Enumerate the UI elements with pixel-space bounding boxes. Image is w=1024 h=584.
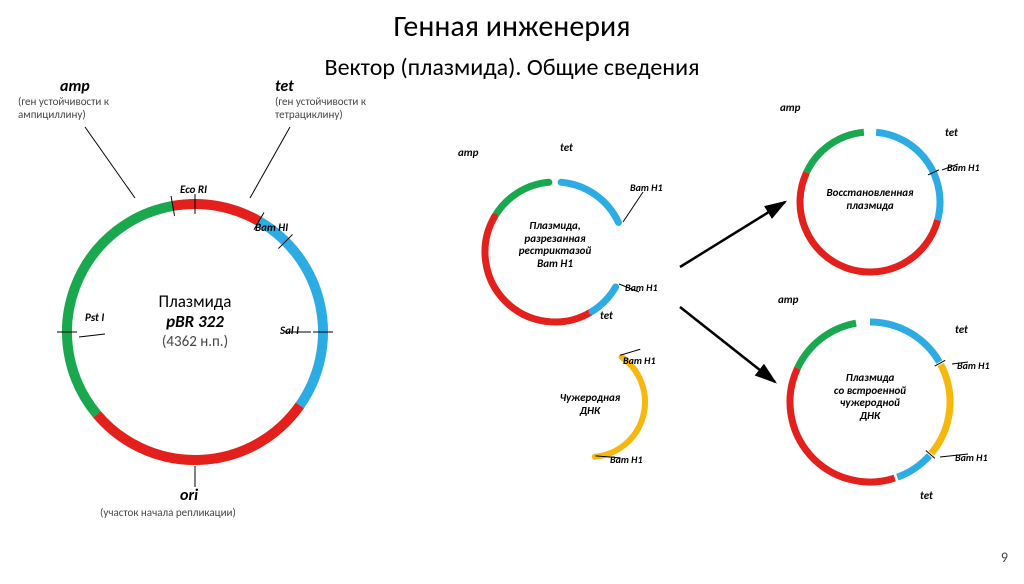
restored-center: Восстановленнаяплазмида xyxy=(810,187,930,212)
recomb-bam1: Bam H1 xyxy=(957,360,990,372)
foreign-bam1: Bam H1 xyxy=(623,355,656,367)
cut-center: Плазмида,разрезаннаярестриктазойBam H1 xyxy=(510,220,600,271)
recomb-bam2: Bam H1 xyxy=(955,452,988,464)
tet-desc: (ген устойчивости ктетрациклину) xyxy=(275,96,366,121)
main-center: Плазмида pBR 322 (4362 н.п.) xyxy=(145,292,245,351)
tet-label: tet xyxy=(275,78,294,96)
psti-label: Pst I xyxy=(85,312,104,325)
recomb-tet: tet xyxy=(955,324,968,337)
page-title: Генная инженерия xyxy=(0,8,1024,45)
cut-bam1: Bam H1 xyxy=(630,182,663,194)
page-number: 9 xyxy=(1001,549,1008,566)
recomb-center: Плазмидасо встроеннойчужероднойДНК xyxy=(820,372,920,423)
recomb-amp: amp xyxy=(778,294,798,307)
cut-tet: tet xyxy=(560,142,573,155)
cut-bam2: Bam H1 xyxy=(625,282,658,294)
recomb-tet2: tet xyxy=(920,490,933,503)
restored-tet: tet xyxy=(945,127,958,140)
ori-desc: (участок начала репликации) xyxy=(100,507,236,520)
amp-desc: (ген устойчивости кампициллину) xyxy=(18,96,109,121)
page-subtitle: Вектор (плазмида). Общие сведения xyxy=(0,53,1024,82)
diagram-stage: amp (ген устойчивости кампициллину) tet … xyxy=(0,82,1024,572)
cut-tet2: tet xyxy=(600,310,613,323)
restored-amp: amp xyxy=(780,102,800,115)
restored-bam: Bam H1 xyxy=(947,162,980,174)
sali-label: Sal I xyxy=(280,325,299,338)
ori-label: ori xyxy=(180,487,198,505)
ecori-label: Eco RI xyxy=(180,184,207,197)
amp-label: amp xyxy=(60,78,90,96)
foreign-label: ЧужероднаяДНК xyxy=(545,392,635,417)
foreign-bam2: Bam H1 xyxy=(610,454,643,466)
cut-amp: amp xyxy=(458,147,478,160)
bamhi-label: Bam HI xyxy=(255,222,288,235)
